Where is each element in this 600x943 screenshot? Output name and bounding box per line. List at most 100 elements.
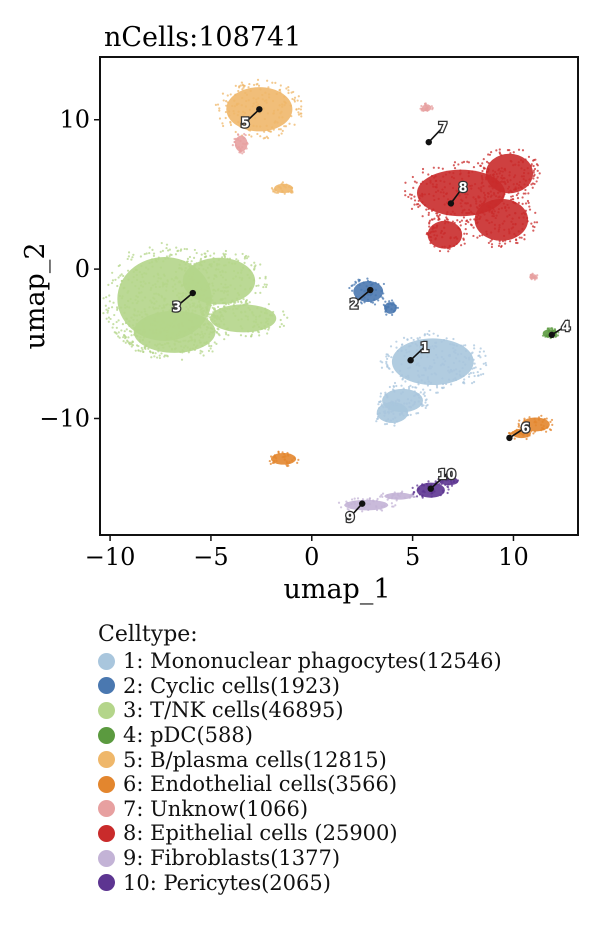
cluster-8-point bbox=[500, 167, 503, 170]
cluster-3-point bbox=[138, 271, 141, 274]
cluster-6-point bbox=[513, 437, 516, 440]
cluster-6-point bbox=[518, 419, 521, 422]
cluster-9-point bbox=[393, 493, 396, 496]
cluster-5-point bbox=[287, 85, 290, 89]
cluster-1-point bbox=[404, 348, 408, 352]
cluster-4-point bbox=[554, 333, 558, 336]
cluster-8-point bbox=[475, 206, 478, 209]
cluster-9-point bbox=[381, 495, 384, 498]
cluster-8-point bbox=[503, 180, 506, 183]
cluster-8-point bbox=[530, 163, 533, 166]
cluster-3-point bbox=[219, 290, 222, 293]
cluster-5-point bbox=[280, 132, 283, 135]
cluster-5-point bbox=[285, 183, 288, 186]
cluster-8-point bbox=[515, 194, 518, 197]
cluster-3-point bbox=[173, 319, 176, 322]
cluster-3-point bbox=[196, 304, 199, 307]
cluster-1-point bbox=[408, 401, 411, 405]
cluster-3-point bbox=[241, 327, 244, 330]
cluster-3-point bbox=[247, 306, 250, 309]
cluster-3-point bbox=[244, 335, 247, 338]
cluster-3-point bbox=[127, 336, 130, 339]
cluster-5-point bbox=[244, 91, 247, 95]
cluster-3-point bbox=[135, 314, 139, 317]
cluster-8-point bbox=[494, 195, 498, 198]
cluster-8-point bbox=[512, 183, 515, 186]
cluster-5-point bbox=[247, 99, 250, 102]
cluster-3-point bbox=[148, 251, 151, 255]
cluster-8-point bbox=[497, 230, 500, 233]
cluster-5-point bbox=[293, 123, 296, 126]
cluster-7-point bbox=[242, 137, 245, 140]
cluster-8-point bbox=[404, 194, 407, 197]
cluster-1-point bbox=[455, 372, 458, 376]
cluster-8-point bbox=[505, 209, 508, 212]
cluster-1-point bbox=[441, 382, 445, 386]
cluster-1-point bbox=[471, 367, 474, 370]
cluster-8-point bbox=[464, 193, 467, 196]
cluster-1-point bbox=[380, 366, 384, 369]
cluster-9-centroid bbox=[358, 500, 366, 507]
cluster-8-point bbox=[524, 213, 527, 216]
cluster-1-point bbox=[399, 369, 402, 372]
legend-items: 1: Mononuclear phagocytes(12546) 2: Cycli… bbox=[98, 649, 502, 895]
cluster-8-point bbox=[467, 161, 471, 164]
cluster-1-point bbox=[400, 363, 403, 366]
cluster-1-point bbox=[395, 346, 398, 349]
cluster-1-point bbox=[405, 402, 408, 405]
cluster-8-point bbox=[439, 191, 442, 194]
cluster-8-point bbox=[504, 239, 507, 242]
cluster-8-point bbox=[413, 180, 417, 183]
cluster-3-point bbox=[211, 299, 214, 302]
cluster-8-point bbox=[425, 208, 428, 211]
cluster-6-point bbox=[283, 458, 286, 461]
cluster-8-point bbox=[479, 200, 482, 203]
cluster-8-point bbox=[495, 214, 498, 217]
cluster-3-point bbox=[193, 333, 197, 336]
cluster-3-point bbox=[186, 346, 189, 349]
cluster-1-point bbox=[426, 384, 430, 387]
cluster-5-point bbox=[300, 105, 303, 108]
cluster-3-point bbox=[106, 311, 109, 314]
cluster-5-point bbox=[282, 184, 285, 187]
cluster-1-point bbox=[461, 367, 464, 370]
cluster-3-point bbox=[233, 301, 236, 304]
cluster-3-point bbox=[141, 338, 144, 342]
cluster-8-point bbox=[523, 168, 526, 172]
cluster-1-point bbox=[376, 415, 380, 419]
cluster-8-point bbox=[441, 245, 444, 249]
cluster-8-point bbox=[497, 228, 501, 231]
cluster-8-point bbox=[443, 180, 446, 183]
cluster-1-point bbox=[418, 364, 421, 367]
cluster-3-point bbox=[174, 270, 178, 274]
cluster-3-point bbox=[140, 346, 143, 350]
cluster-3-point bbox=[167, 249, 170, 252]
cluster-8-point bbox=[481, 234, 484, 237]
cluster-8-point bbox=[507, 185, 511, 188]
cluster-3-point bbox=[169, 253, 172, 256]
cluster-3-point bbox=[265, 309, 268, 312]
cluster-3-point bbox=[259, 263, 262, 266]
cluster-3-point bbox=[188, 303, 191, 306]
cluster-8-point bbox=[446, 247, 450, 250]
cluster-8-point bbox=[435, 224, 439, 227]
cluster-3-point bbox=[127, 251, 131, 254]
cluster-3-point bbox=[199, 295, 203, 298]
cluster-1-point bbox=[385, 355, 388, 358]
cluster-3-point bbox=[173, 348, 177, 351]
cluster-3-point bbox=[245, 257, 249, 260]
cluster-8-point bbox=[445, 216, 448, 219]
cluster-8-point bbox=[418, 197, 421, 200]
cluster-3-point bbox=[154, 307, 158, 310]
legend-item: 5: B/plasma cells(12815) bbox=[98, 747, 502, 772]
cluster-1-point bbox=[417, 338, 420, 341]
cluster-6-point bbox=[277, 450, 280, 454]
cluster-8-point bbox=[443, 226, 446, 229]
cluster-8-point bbox=[522, 171, 526, 175]
cluster-8-point bbox=[493, 227, 497, 230]
cluster-8-point bbox=[503, 167, 506, 170]
cluster-3-point bbox=[200, 253, 203, 256]
legend-label: 7: Unknow(1066) bbox=[123, 796, 309, 821]
cluster-6-point bbox=[540, 414, 543, 417]
cluster-5-point bbox=[257, 97, 260, 100]
